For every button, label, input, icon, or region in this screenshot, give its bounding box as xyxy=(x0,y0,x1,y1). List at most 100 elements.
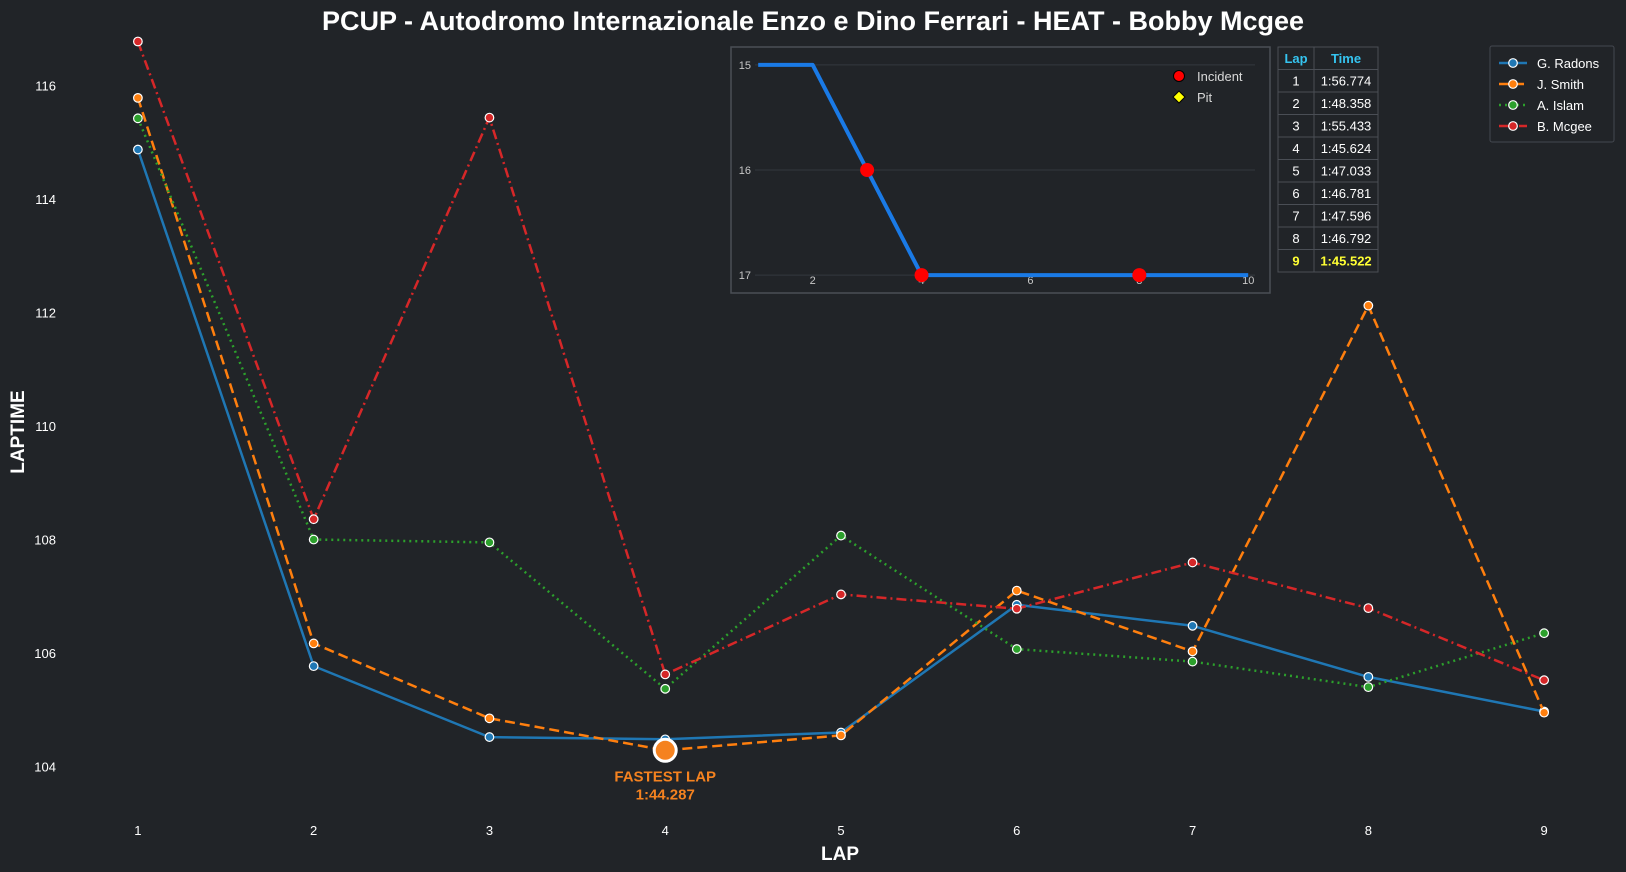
table-lap-number: 2 xyxy=(1292,96,1299,111)
table-lap-time: 1:47.033 xyxy=(1321,164,1372,179)
x-tick-label: 3 xyxy=(486,823,493,838)
data-point xyxy=(132,36,143,47)
inset-legend-pit-icon xyxy=(1172,90,1186,104)
chart-title: PCUP - Autodromo Internazionale Enzo e D… xyxy=(322,6,1304,36)
data-point xyxy=(836,589,846,600)
table-lap-time: 1:48.358 xyxy=(1321,96,1372,111)
table-lap-number: 5 xyxy=(1292,164,1299,179)
incident-marker xyxy=(860,163,875,177)
x-tick-label: 6 xyxy=(1013,823,1020,838)
series-line-3 xyxy=(136,117,1545,691)
data-point xyxy=(1539,628,1550,639)
data-point xyxy=(132,92,143,103)
data-point xyxy=(132,144,143,155)
x-axis-label: LAP xyxy=(821,844,859,865)
data-point xyxy=(1363,682,1374,693)
legend-marker xyxy=(1508,79,1518,89)
data-point xyxy=(1011,585,1022,596)
legend-marker xyxy=(1508,121,1518,131)
fastest-lap-time: 1:44.287 xyxy=(636,786,695,803)
y-tick-label: 112 xyxy=(35,305,56,320)
x-axis-ticks: 1 2 3 4 5 6 7 8 9 xyxy=(134,823,1547,838)
y-tick-label: 116 xyxy=(35,78,56,93)
position-line xyxy=(758,62,1249,278)
data-point xyxy=(1363,300,1374,311)
data-point xyxy=(1011,603,1022,614)
legend-marker xyxy=(1508,58,1518,68)
table-header: Lap xyxy=(1284,51,1307,66)
inset-y-tick: 16 xyxy=(739,165,751,177)
legend-label: G. Radons xyxy=(1537,56,1600,71)
lap-times-table: Lap Time 1 1:56.774 2 1:48.358 3 1:55.433 4 1:45.… xyxy=(1277,46,1379,273)
x-tick-label: 5 xyxy=(837,823,844,838)
data-point xyxy=(1187,646,1198,657)
table-lap-time: 1:47.596 xyxy=(1321,209,1372,224)
data-point xyxy=(660,683,671,694)
data-point xyxy=(1539,707,1550,718)
inset-x-tick: 6 xyxy=(1027,275,1033,287)
position-inset: 151617246810IncidentPit xyxy=(730,46,1271,294)
y-tick-label: 108 xyxy=(34,533,56,548)
data-point xyxy=(836,530,846,541)
legend-marker xyxy=(1508,100,1518,110)
data-point xyxy=(132,113,143,124)
inset-y-tick: 15 xyxy=(739,60,751,72)
y-tick-label: 114 xyxy=(35,192,56,207)
legend: G. Radons J. Smith A. Islam B. Mcgee xyxy=(1489,45,1615,143)
y-tick-label: 110 xyxy=(35,419,56,434)
fastest-lap-marker xyxy=(652,737,678,763)
x-tick-label: 1 xyxy=(134,823,141,838)
data-point xyxy=(1363,603,1374,614)
table-lap-number: 6 xyxy=(1292,186,1299,201)
incident-marker xyxy=(914,268,929,283)
inset-x-tick: 10 xyxy=(1242,275,1254,287)
x-tick-label: 2 xyxy=(310,823,317,838)
data-point xyxy=(308,661,319,672)
inset-y-tick: 17 xyxy=(739,270,751,282)
x-tick-label: 7 xyxy=(1189,823,1196,838)
data-point xyxy=(1011,644,1022,654)
inset-legend-incident-icon xyxy=(1173,70,1185,82)
inset-legend-label: Pit xyxy=(1197,90,1213,105)
table-lap-number: 4 xyxy=(1292,141,1299,156)
table-lap-number: 9 xyxy=(1292,254,1299,269)
data-point xyxy=(660,669,671,680)
inset-legend-label: Incident xyxy=(1197,69,1243,84)
series-lines xyxy=(132,36,1550,756)
data-point xyxy=(484,537,495,548)
data-point xyxy=(1187,557,1198,568)
table-lap-time: 1:45.624 xyxy=(1321,141,1372,156)
table-cell xyxy=(1313,249,1379,273)
table-lap-number: 7 xyxy=(1292,209,1299,224)
table-lap-number: 1 xyxy=(1292,74,1299,89)
table-lap-time: 1:45.522 xyxy=(1320,254,1371,269)
data-point xyxy=(484,713,495,724)
data-point xyxy=(836,730,846,741)
data-point xyxy=(1187,620,1198,631)
data-point xyxy=(484,112,495,123)
table-lap-time: 1:46.792 xyxy=(1321,231,1372,246)
legend-label: B. Mcgee xyxy=(1537,119,1592,134)
incident-marker xyxy=(1132,268,1147,283)
x-tick-label: 8 xyxy=(1365,823,1372,838)
x-tick-label: 9 xyxy=(1540,823,1547,838)
legend-label: A. Islam xyxy=(1537,98,1584,113)
data-point xyxy=(308,514,319,525)
data-point xyxy=(484,732,495,742)
table-header: Time xyxy=(1331,51,1361,66)
x-tick-label: 4 xyxy=(662,823,669,838)
legend-label: J. Smith xyxy=(1537,77,1584,92)
data-point xyxy=(1187,656,1198,667)
table-lap-time: 1:56.774 xyxy=(1321,74,1372,89)
data-point xyxy=(308,534,319,545)
y-axis-label: LAPTIME xyxy=(8,390,29,473)
table-lap-number: 8 xyxy=(1292,231,1299,246)
y-axis-ticks: 104 106 108 110 112 114 116 xyxy=(34,78,56,774)
legend-box xyxy=(1489,45,1615,143)
fastest-lap-label: FASTEST LAP xyxy=(614,768,716,785)
inset-x-tick: 2 xyxy=(810,275,816,287)
data-point xyxy=(1539,675,1550,686)
data-point xyxy=(308,638,319,649)
